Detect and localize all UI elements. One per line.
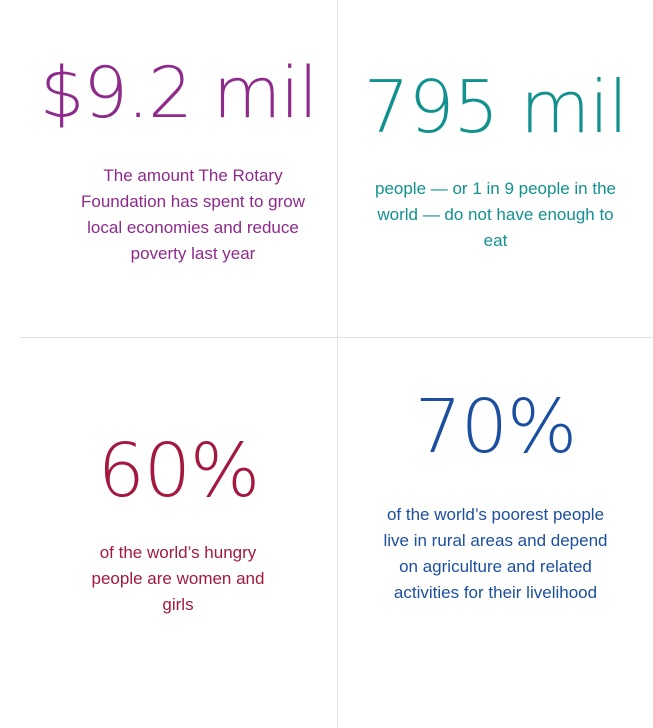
stat-value: $9.2 mil: [39, 52, 318, 134]
horizontal-divider: [20, 337, 653, 338]
stat-description: people — or 1 in 9 people in the world —…: [374, 179, 616, 250]
stat-value: 60%: [97, 428, 260, 514]
stat-description: of the world’s poorest people live in ru…: [383, 505, 608, 602]
stat-description: The amount The Rotary Foundation has spe…: [81, 166, 305, 263]
stat-value: 70%: [414, 384, 577, 470]
stat-description: of the world’s hungry people are women a…: [91, 543, 265, 614]
vertical-divider: [337, 0, 338, 728]
stat-value: 795 mil: [363, 65, 628, 149]
